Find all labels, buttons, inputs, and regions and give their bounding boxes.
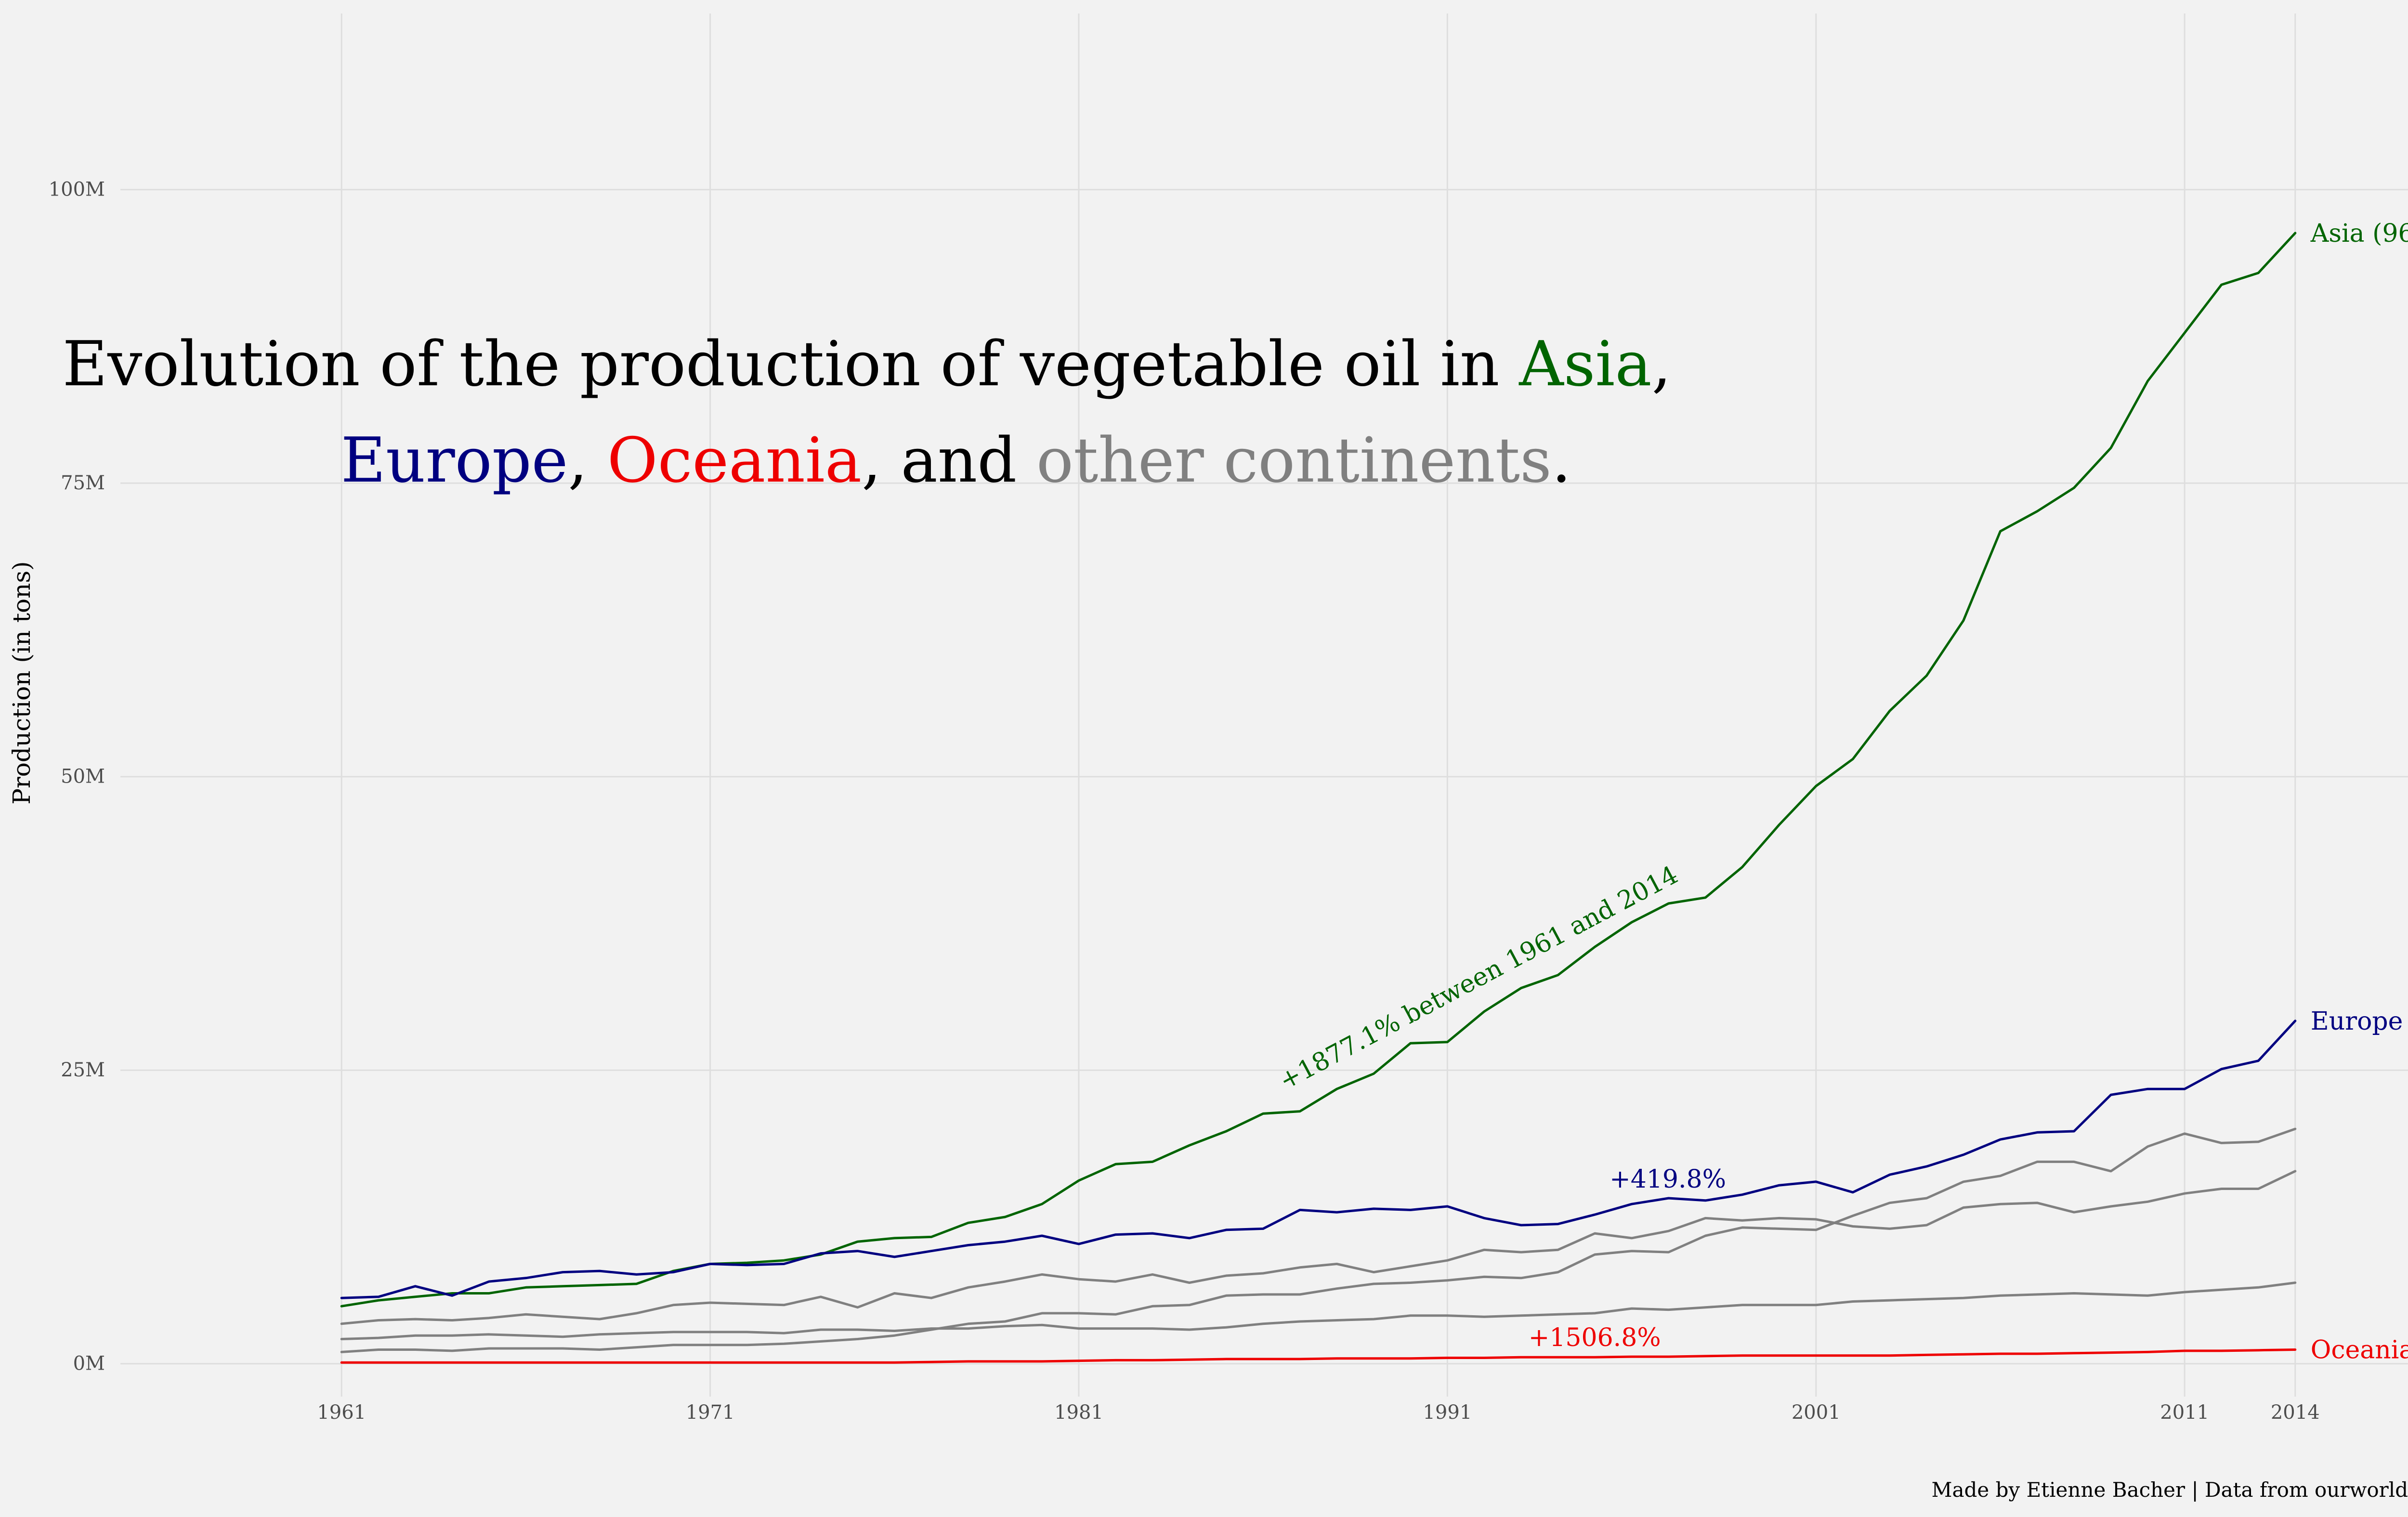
x-tick-label-1991: 1991 [1423,1401,1472,1424]
end-label-oceania: Oceania (1.2M) [2311,1335,2408,1364]
x-tick-label-2001: 2001 [1792,1401,1841,1424]
x-tick-label-2014: 2014 [2271,1401,2320,1424]
series-line-other-continent-1 [340,1170,2297,1325]
title-line-1-segment-1: Evolution of the production of vegetable… [63,328,1519,400]
series-end-labels: Asia (96.3M) Europe (29.2M) Oceania (1.2M) [2310,219,2408,1365]
x-tick-label-1961: 1961 [317,1401,366,1424]
title-line-1-segment-3: , [1652,328,1672,400]
title-line-2-segment-4: , and [862,425,1036,497]
title-line-2-segment-3: Oceania [607,425,862,497]
series-line-europe [340,1020,2297,1299]
horizontal-gridlines [120,189,2408,1365]
title-line-1-segment-2: Asia [1518,328,1651,400]
chart-title-line-2: Europe, Oceania, and other continents. [341,425,1571,497]
series-line-oceania [340,1348,2297,1364]
title-line-2-segment-2: , [568,425,607,497]
title-line-2-segment-5: other continents [1036,425,1552,497]
vertical-gridlines [340,13,2296,1397]
x-tick-label-1971: 1971 [686,1401,735,1424]
chart-title-line-1: Evolution of the production of vegetable… [63,328,1672,400]
growth-annotation-2: +419.8% [1610,1165,1726,1194]
y-axis-tick-labels: 0M 25M 50M 75M 100M [49,179,105,1375]
title-line-2-segment-1: Europe [341,425,568,497]
series-line-other-continent-3 [340,1127,2297,1353]
series-line-other-continent-2 [340,1282,2297,1340]
end-label-asia: Asia (96.3M) [2310,219,2408,248]
y-tick-label-0m: 0M [73,1353,105,1375]
x-axis-tick-labels: 1961 1971 1981 1991 2001 2011 2014 [317,1401,2319,1424]
y-tick-label-100m: 100M [49,179,105,201]
title-line-2-segment-6: . [1552,425,1571,497]
end-label-europe: Europe (29.2M) [2311,1007,2408,1036]
x-tick-label-2011: 2011 [2160,1401,2209,1424]
y-tick-label-75m: 75M [61,472,105,494]
chart-caption: Made by Etienne Bacher | Data from ourwo… [1931,1478,2408,1502]
series-lines [340,232,2297,1364]
growth-annotation-3: +1506.8% [1529,1323,1661,1352]
y-tick-label-50m: 50M [61,766,105,788]
x-tick-label-1981: 1981 [1054,1401,1103,1424]
y-tick-label-25m: 25M [61,1059,105,1081]
y-axis-title: Production (in tons) [8,561,36,804]
